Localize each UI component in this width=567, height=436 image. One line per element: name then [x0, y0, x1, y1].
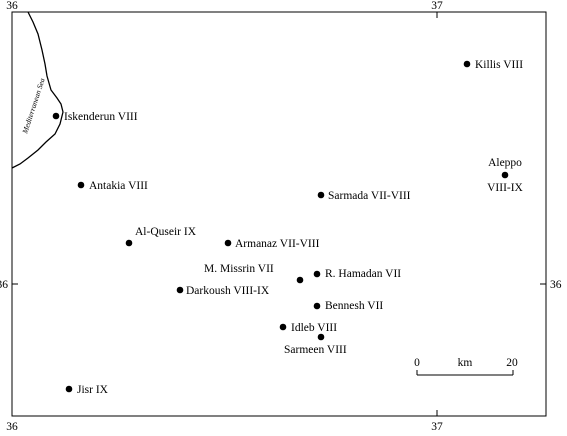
place-antakia: Antakia VIII — [77, 180, 148, 192]
bottom-right-longitude: 37 — [431, 421, 443, 433]
map-frame — [11, 11, 547, 417]
place-killis: Killis VIII — [463, 59, 523, 71]
place-marker — [317, 333, 325, 341]
place-label: M. Missrin VII — [204, 263, 274, 275]
place-label: R. Hamadan VII — [325, 268, 401, 280]
coastline — [11, 11, 64, 169]
place-marker — [313, 302, 321, 310]
place-label: Jisr IX — [77, 384, 109, 396]
scale-start-label: 0 — [414, 357, 420, 369]
place-marker — [296, 276, 304, 284]
sea-label: Mediterranean Sea — [20, 77, 47, 136]
place-sarmeen: Sarmeen VIII — [284, 333, 347, 356]
place-label: Killis VIII — [475, 59, 523, 71]
place-marker — [52, 112, 60, 120]
place-marker — [176, 286, 184, 294]
top-left-longitude: 36 — [6, 0, 18, 12]
place-label: Armanaz VII-VIII — [235, 238, 320, 250]
place-marker — [77, 181, 85, 189]
place-marker — [501, 171, 509, 179]
place-label: Darkoush VIII-IX — [186, 285, 270, 297]
place-label-intensity: VIII-IX — [487, 182, 523, 194]
place-missrin: M. Missrin VII — [204, 263, 304, 284]
place-label: Aleppo — [488, 157, 522, 169]
place-iskenderun: Iskenderun VIII — [52, 111, 138, 123]
place-marker — [125, 239, 133, 247]
place-hamadan: R. Hamadan VII — [313, 268, 401, 280]
place-alqouseir: Al-Quseir IX — [125, 226, 197, 247]
place-marker — [279, 323, 287, 331]
place-marker — [313, 270, 321, 278]
place-darkoush: Darkoush VIII-IX — [176, 285, 270, 297]
place-aleppo: Aleppo VIII-IX — [487, 157, 523, 194]
scale-end-label: 20 — [506, 357, 518, 369]
bottom-left-longitude: 36 — [6, 421, 18, 433]
place-label: Sarmeen VIII — [284, 344, 347, 356]
place-armanaz: Armanaz VII-VIII — [224, 238, 320, 250]
place-jisr: Jisr IX — [65, 384, 109, 396]
place-label: Sarmada VII-VIII — [328, 190, 411, 202]
place-bennesh: Bennesh VII — [313, 300, 383, 312]
scale-bar: 0 km 20 — [414, 357, 518, 376]
place-marker — [224, 239, 232, 247]
place-marker — [463, 60, 471, 68]
place-label: Iskenderun VIII — [64, 111, 138, 123]
place-marker — [317, 191, 325, 199]
place-sarmada: Sarmada VII-VIII — [317, 190, 411, 202]
place-idleb: Idleb VIII — [279, 322, 337, 334]
place-label: Bennesh VII — [325, 300, 383, 312]
left-latitude: 36 — [0, 279, 8, 291]
place-label: Al-Quseir IX — [135, 226, 197, 238]
scale-unit-label: km — [458, 357, 473, 369]
right-latitude: 36 — [550, 279, 562, 291]
place-marker — [65, 385, 73, 393]
place-label: Antakia VIII — [89, 180, 148, 192]
top-right-longitude: 37 — [431, 0, 443, 12]
place-label: Idleb VIII — [291, 322, 337, 334]
